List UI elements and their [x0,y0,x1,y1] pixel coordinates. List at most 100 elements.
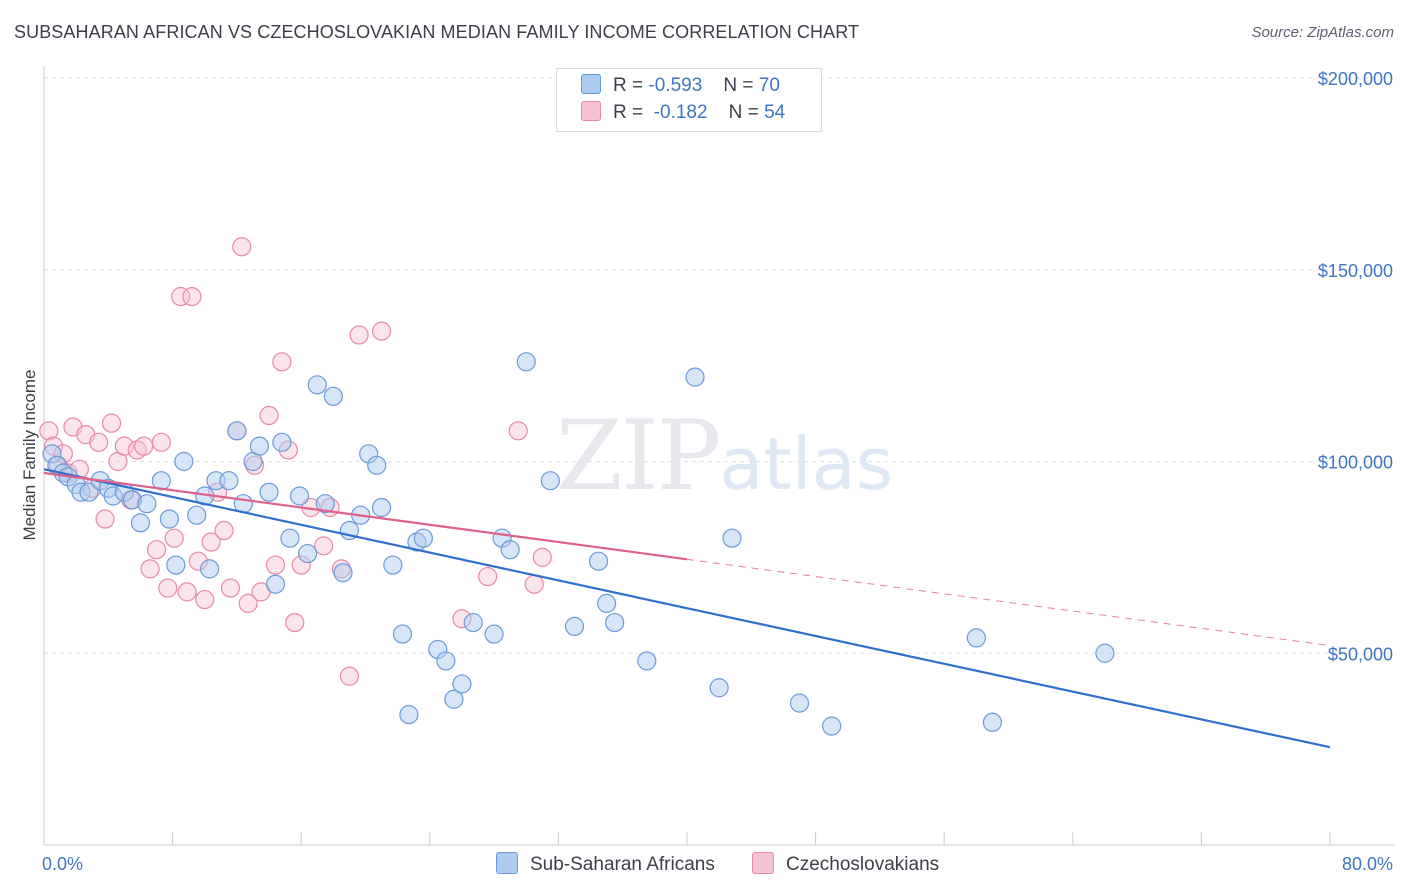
subsaharan-point [315,494,335,514]
subsaharan-point [307,375,327,395]
y-tick-label: $50,000 [1328,644,1393,664]
subsaharan-point [298,543,318,564]
subsaharan-point [187,505,207,525]
czechoslovakian-point [39,421,59,441]
correlation-legend: R = -0.593 N = 70 R = -0.182 N = 54 [556,68,822,132]
czechoslovakian-point [164,528,184,548]
n-label: N = [723,75,754,96]
czechoslovakian-point [101,413,122,433]
subsaharan-point [392,624,413,644]
legend-label: Sub-Saharan Africans [530,854,715,875]
subsaharan-point [265,574,286,594]
czechoslovakian-point [272,352,292,372]
r-label: R = [613,102,644,123]
source-label: Source: ZipAtlas.com [1251,24,1394,41]
subsaharan-point [463,612,483,633]
r-value: -0.182 [653,102,708,123]
n-value: 54 [764,102,786,123]
subsaharan-trend-line [43,468,1331,749]
subsaharan-point [159,509,179,529]
czechoslovakian-point [177,582,197,602]
subsaharan-point [597,593,617,613]
watermark-atlas: atlas [719,422,894,506]
czechoslovakian-point [158,578,178,598]
czechoslovakian-point [95,509,115,529]
subsaharan-point [323,386,343,406]
watermark: ZIPatlas [556,400,893,512]
subsaharan-point [383,555,403,575]
subsaharan-point [1095,643,1115,663]
blue-swatch-icon [496,852,518,874]
subsaharan-point [709,678,729,698]
legend-label: Czechoslovakians [786,854,940,875]
czechoslovakian-point [140,559,160,579]
czechoslovakian-point [478,566,498,587]
subsaharan-point [367,455,387,475]
subsaharan-point [249,436,270,456]
subsaharan-point [436,651,456,671]
subsaharan-point [371,497,392,518]
subsaharan-point [605,612,625,633]
subsaharan-point [227,421,247,441]
axis-labels: $50,000 $100,000 $150,000 $200,000 0.0% 80.0%… [20,69,1393,874]
czechoslovakian-point [259,405,279,426]
x-tick-label: 80.0% [1342,854,1393,874]
subsaharan-point [219,471,239,491]
subsaharan-point [452,674,472,694]
subsaharan-point [79,482,99,502]
czechoslovakian-point [195,589,215,610]
czechoslovakian-point [220,578,241,598]
pink-swatch-icon [752,852,774,874]
subsaharan-point [444,689,464,709]
czechoslovakian-point [146,540,167,560]
subsaharan-point [966,628,986,648]
subsaharan-point [174,451,194,472]
y-tick-label: $200,000 [1318,69,1393,89]
czechoslovakian-point [524,574,544,594]
czechoslovakian-point [238,593,258,613]
czechoslovakian-point [134,436,154,456]
subsaharan-point [259,482,279,502]
r-label: R = [613,75,644,96]
subsaharan-point [166,555,186,575]
subsaharan-point [722,528,742,548]
trend-lines [43,468,1331,749]
series-legend: Sub-Saharan Africans Czechoslovakians [0,852,1406,878]
subsaharan-point [789,693,810,713]
subsaharan-point [822,716,842,736]
czechoslovakian-trend-line [43,471,688,561]
legend-row-subsaharan: R = -0.593 N = 70 [581,74,780,98]
legend-item-subsaharan[interactable]: Sub-Saharan Africans [496,852,715,877]
watermark-zip: ZIP [556,400,721,512]
subsaharan-point [272,432,292,452]
czechoslovakian-point [151,432,171,452]
czechoslovakian-point [182,286,202,307]
subsaharan-point [637,651,657,671]
czechoslovakian-point [201,532,221,552]
subsaharan-point [399,705,419,725]
czechoslovakian-point [232,237,252,257]
subsaharan-point [413,528,433,548]
y-axis-title: Median Family Income [20,369,39,540]
blue-swatch-icon [581,74,601,94]
czechoslovakian-point [114,436,134,456]
subsaharan-point [137,494,157,514]
subsaharan-point [685,367,705,387]
subsaharan-point [500,540,520,560]
n-label: N = [728,102,759,123]
grid-lines [44,77,1395,654]
czechoslovakian-point [285,612,305,633]
subsaharan-point [199,559,220,579]
legend-item-czechoslovakian[interactable]: Czechoslovakians [752,852,939,877]
pink-swatch-icon [581,101,601,121]
czechoslovakian-point [371,321,392,341]
subsaharan-point [333,563,353,583]
czechoslovakian-point [532,547,552,567]
subsaharan-points [42,352,1115,736]
subsaharan-point [982,712,1003,732]
subsaharan-point [289,486,310,506]
subsaharan-point [130,513,151,533]
y-tick-label: $150,000 [1318,261,1393,281]
x-tick-label: 0.0% [42,854,83,874]
